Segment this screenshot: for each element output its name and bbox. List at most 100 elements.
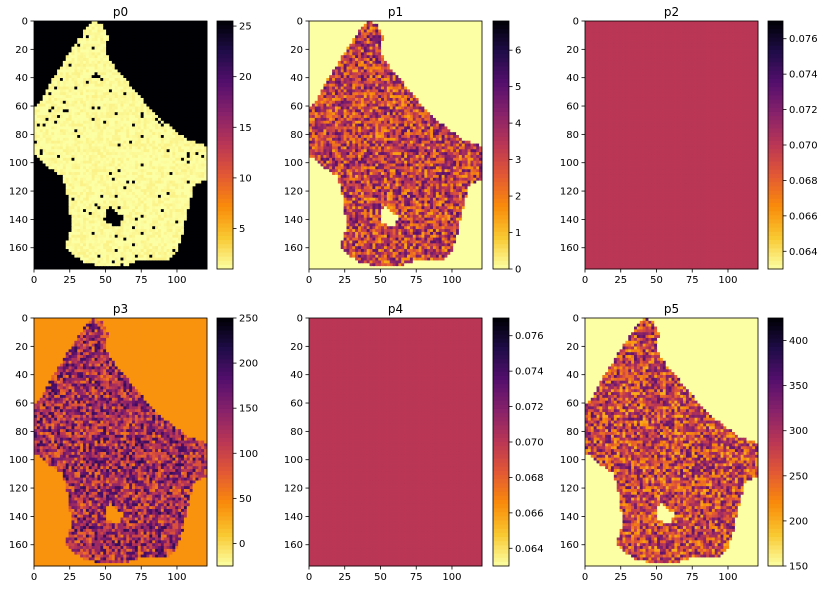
- heatmap-cell: [51, 64, 54, 67]
- heatmap-cell: [129, 112, 132, 115]
- heatmap-cell: [175, 84, 178, 87]
- heatmap-cell: [152, 109, 155, 112]
- heatmap-cell: [193, 81, 196, 84]
- heatmap-cell: [144, 75, 147, 78]
- heatmap-cell: [54, 221, 57, 224]
- heatmap-cell: [144, 238, 147, 241]
- heatmap-cell: [54, 35, 57, 38]
- heatmap-cell: [80, 166, 83, 169]
- heatmap-cell: [187, 50, 190, 53]
- heatmap-cell: [135, 92, 138, 95]
- heatmap-cell: [158, 52, 161, 55]
- heatmap-cell: [172, 172, 175, 175]
- heatmap-cell: [115, 50, 118, 53]
- heatmap-cell: [34, 78, 37, 81]
- heatmap-cell: [198, 47, 201, 50]
- heatmap-cell: [184, 124, 187, 127]
- heatmap-cell: [106, 112, 109, 115]
- heatmap-cell: [34, 44, 37, 47]
- heatmap-cell: [63, 158, 66, 161]
- heatmap-cell: [74, 164, 77, 167]
- heatmap-cell: [167, 212, 170, 215]
- heatmap-cell: [152, 58, 155, 61]
- heatmap-cell: [54, 84, 57, 87]
- heatmap-cell: [77, 158, 80, 161]
- heatmap-cell: [77, 92, 80, 95]
- heatmap-cell: [129, 146, 132, 149]
- heatmap-cell: [158, 235, 161, 238]
- heatmap-cell: [201, 215, 204, 218]
- heatmap-cell: [195, 161, 198, 164]
- heatmap-cell: [195, 41, 198, 44]
- heatmap-cell: [152, 181, 155, 184]
- heatmap-cell: [74, 166, 77, 169]
- heatmap-cell: [146, 198, 149, 201]
- heatmap-cell: [109, 181, 112, 184]
- heatmap-cell: [80, 47, 83, 50]
- heatmap-cell: [66, 175, 69, 178]
- heatmap-cell: [158, 158, 161, 161]
- heatmap-cell: [146, 158, 149, 161]
- heatmap-cell: [149, 146, 152, 149]
- heatmap-cell: [181, 178, 184, 181]
- heatmap-cell: [95, 178, 98, 181]
- heatmap-cell: [161, 172, 164, 175]
- heatmap-cell: [181, 112, 184, 115]
- heatmap-cell: [118, 109, 121, 112]
- heatmap-cell: [80, 109, 83, 112]
- heatmap-cell: [175, 146, 178, 149]
- heatmap-cell: [149, 35, 152, 38]
- heatmap-cell: [69, 218, 72, 221]
- heatmap-cell: [123, 52, 126, 55]
- heatmap-cell: [195, 186, 198, 189]
- heatmap-cell: [97, 64, 100, 67]
- heatmap-cell: [57, 109, 60, 112]
- heatmap-cell: [74, 92, 77, 95]
- heatmap-cell: [121, 104, 124, 107]
- heatmap-cell: [152, 252, 155, 255]
- heatmap-cell: [37, 69, 40, 72]
- heatmap-cell: [95, 158, 98, 161]
- heatmap-cell: [123, 221, 126, 224]
- heatmap-cell: [34, 223, 37, 226]
- heatmap-cell: [126, 212, 129, 215]
- heatmap-cell: [132, 38, 135, 41]
- heatmap-cell: [106, 52, 109, 55]
- heatmap-cell: [172, 21, 175, 24]
- heatmap-cell: [178, 52, 181, 55]
- heatmap-cell: [83, 135, 86, 138]
- heatmap-cell: [175, 198, 178, 201]
- heatmap-cell: [54, 109, 57, 112]
- heatmap-cell: [92, 209, 95, 212]
- heatmap-cell: [103, 240, 106, 243]
- heatmap-cell: [40, 192, 43, 195]
- heatmap-cell: [181, 81, 184, 84]
- heatmap-cell: [187, 89, 190, 92]
- heatmap-cell: [121, 109, 124, 112]
- heatmap-cell: [129, 27, 132, 30]
- heatmap-cell: [146, 55, 149, 58]
- heatmap-cell: [170, 121, 173, 124]
- heatmap-cell: [152, 155, 155, 158]
- heatmap-cell: [74, 206, 77, 209]
- heatmap-cell: [103, 229, 106, 232]
- heatmap-cell: [57, 52, 60, 55]
- heatmap-cell: [46, 144, 49, 147]
- heatmap-cell: [167, 246, 170, 249]
- heatmap-cell: [86, 50, 89, 53]
- heatmap-cell: [161, 109, 164, 112]
- heatmap-cell: [144, 146, 147, 149]
- heatmap-cell: [77, 98, 80, 101]
- heatmap-cell: [187, 141, 190, 144]
- heatmap-cell: [86, 226, 89, 229]
- heatmap-cell: [40, 181, 43, 184]
- heatmap-cell: [144, 61, 147, 64]
- heatmap-cell: [83, 55, 86, 58]
- heatmap-cell: [138, 64, 141, 67]
- heatmap-cell: [40, 24, 43, 27]
- heatmap-cell: [141, 215, 144, 218]
- heatmap-cell: [141, 218, 144, 221]
- heatmap-cell: [164, 115, 167, 118]
- heatmap-cell: [80, 87, 83, 90]
- heatmap-cell: [198, 129, 201, 132]
